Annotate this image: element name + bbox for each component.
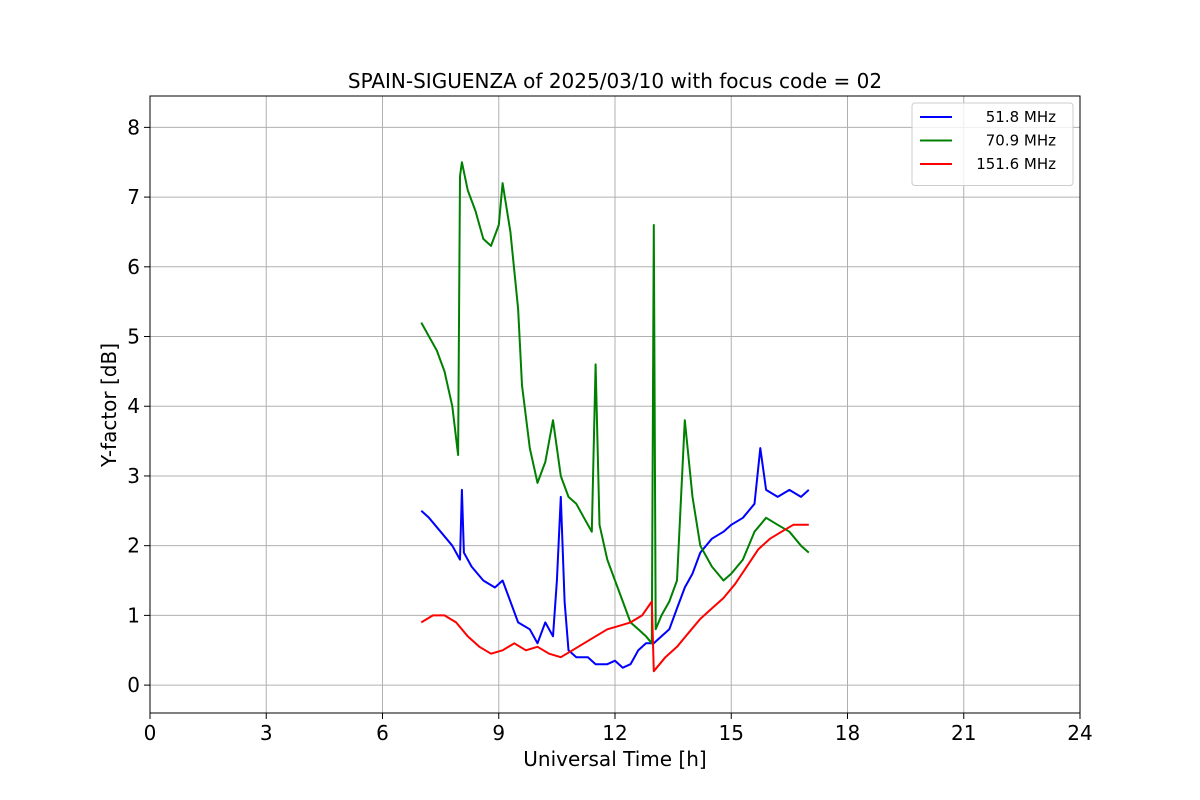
chart-title: SPAIN-SIGUENZA of 2025/03/10 with focus … [348,69,882,93]
legend-box [911,102,1074,186]
legend-label: 70.9 MHz [986,132,1056,150]
x-tick-label: 15 [719,721,744,745]
series-lines [420,161,810,673]
x-tick-label: 21 [951,721,976,745]
series-line-0 [420,447,810,669]
y-tick-label: 7 [127,185,140,209]
series-line-2 [420,523,809,673]
y-tick-label: 8 [127,115,140,139]
x-tick-label: 18 [835,721,860,745]
y-tick-label: 1 [127,603,140,627]
y-tick-label: 5 [127,325,140,349]
y-axis-label: Y-factor [dB] [97,343,121,468]
y-tick-label: 0 [127,673,140,697]
x-axis-label: Universal Time [h] [523,747,706,771]
x-tick-label: 24 [1067,721,1092,745]
series-line-1 [420,161,810,645]
x-tick-label: 6 [376,721,389,745]
y-tick-label: 4 [127,394,140,418]
x-tick-label: 0 [144,721,157,745]
x-tick-label: 9 [492,721,505,745]
x-tick-label: 12 [602,721,627,745]
y-tick-label: 6 [127,255,140,279]
legend: 51.8 MHz 70.9 MHz 151.6 MHz [911,102,1074,186]
legend-label: 151.6 MHz [976,155,1056,173]
legend-label: 51.8 MHz [986,108,1056,126]
x-tick-label: 3 [260,721,273,745]
y-tick-label: 3 [127,464,140,488]
y-tick-label: 2 [127,534,140,558]
